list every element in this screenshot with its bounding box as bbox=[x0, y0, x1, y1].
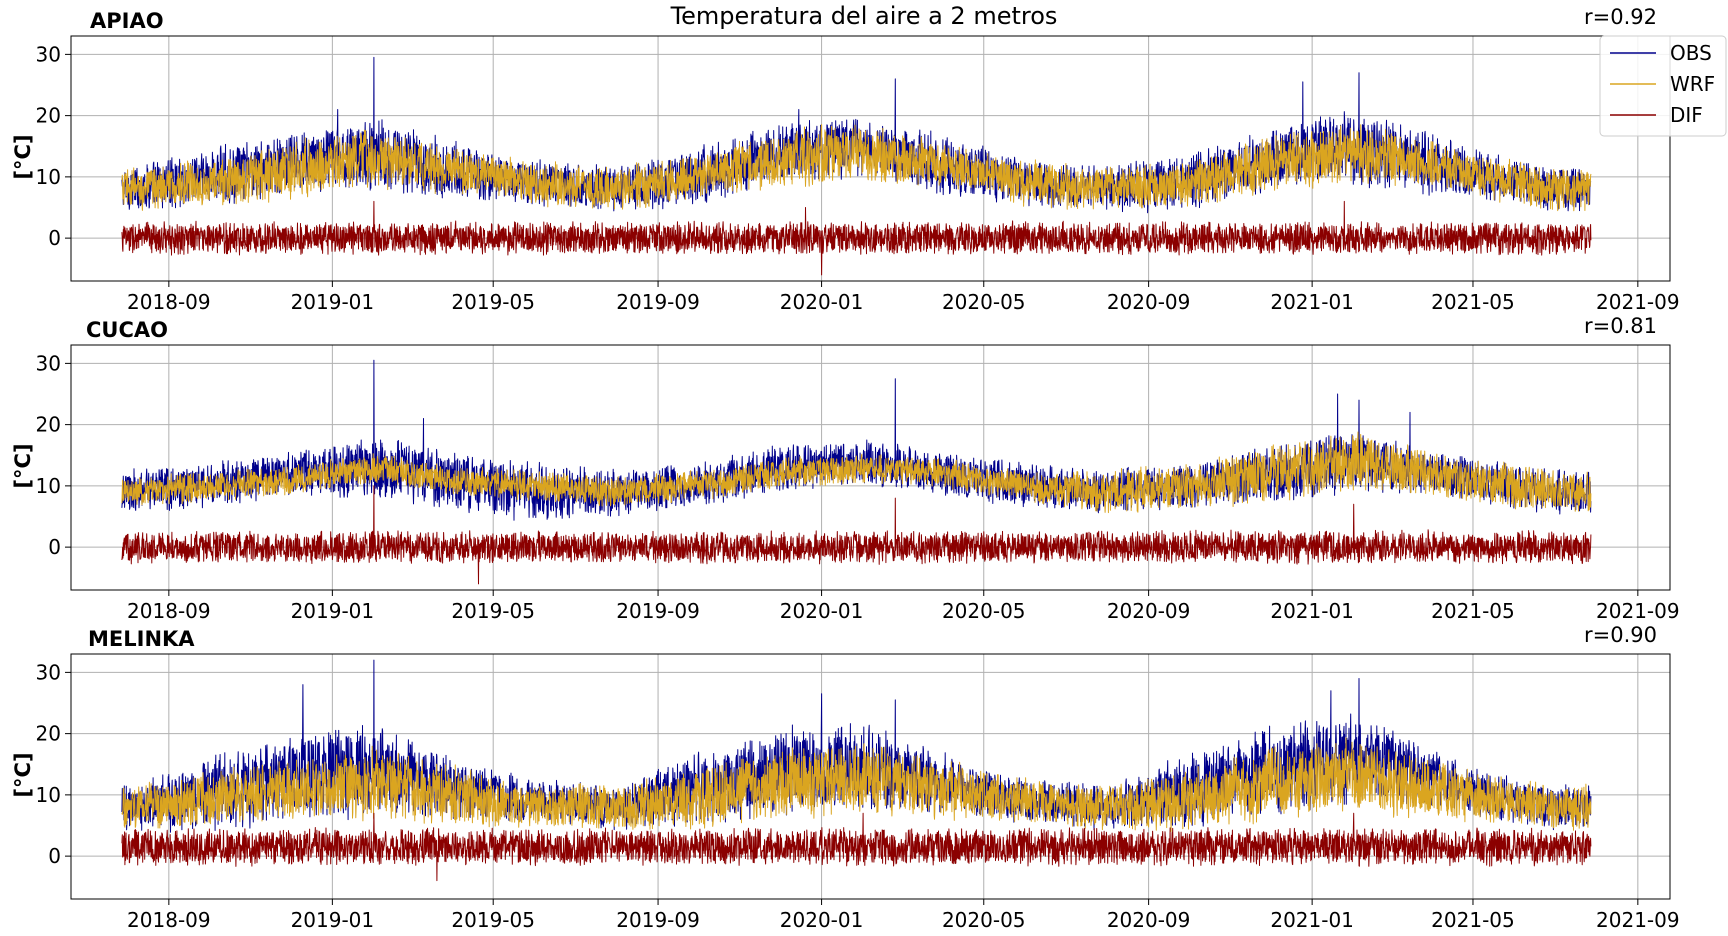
x-tick-label: 2019-09 bbox=[616, 290, 700, 314]
legend: OBS WRF DIF bbox=[1599, 35, 1727, 137]
series-line-melinka-wrf bbox=[121, 737, 1592, 832]
series-line-cucao-obs bbox=[121, 359, 1592, 521]
y-tick-label: 0 bbox=[48, 226, 61, 250]
x-tick-label: 2020-09 bbox=[1107, 599, 1191, 623]
panel-melinka: MELINKA r=0.90 [°C] 2018-09 2019-01 2019-0… bbox=[11, 623, 1680, 932]
x-tick-label: 2021-09 bbox=[1596, 290, 1680, 314]
series-line-apiao-wrf bbox=[121, 124, 1592, 212]
x-tick-label: 2020-01 bbox=[780, 599, 864, 623]
x-tick-label: 2020-09 bbox=[1107, 290, 1191, 314]
x-tick-label: 2019-01 bbox=[291, 290, 375, 314]
x-tick-label: 2020-01 bbox=[780, 908, 864, 932]
series-line-melinka-dif bbox=[121, 812, 1592, 882]
x-tick-label: 2018-09 bbox=[127, 908, 211, 932]
x-tick-label: 2019-05 bbox=[451, 908, 535, 932]
x-tick-label: 2019-01 bbox=[291, 599, 375, 623]
station-label-cucao: CUCAO bbox=[86, 318, 168, 342]
y-tick-label: 10 bbox=[36, 165, 61, 189]
x-tick-label: 2019-09 bbox=[616, 599, 700, 623]
station-label-melinka: MELINKA bbox=[88, 627, 195, 651]
series-line-cucao-dif bbox=[121, 485, 1592, 585]
y-tick-label: 20 bbox=[36, 413, 61, 437]
legend-label-dif: DIF bbox=[1670, 103, 1703, 127]
x-tick-label: 2021-01 bbox=[1270, 599, 1354, 623]
x-tick-label: 2020-01 bbox=[780, 290, 864, 314]
x-tick-label: 2020-05 bbox=[942, 599, 1026, 623]
x-tick-label: 2021-09 bbox=[1596, 599, 1680, 623]
x-tick-label: 2018-09 bbox=[127, 290, 211, 314]
y-axis-label-cucao: [°C] bbox=[11, 443, 35, 488]
x-tick-label: 2021-05 bbox=[1431, 290, 1515, 314]
correlation-label-melinka: r=0.90 bbox=[1584, 623, 1657, 647]
x-tick-label: 2021-09 bbox=[1596, 908, 1680, 932]
x-tick-label: 2018-09 bbox=[127, 599, 211, 623]
plot-frame-cucao bbox=[70, 344, 1671, 591]
y-tick-label: 0 bbox=[48, 535, 61, 559]
x-tick-label: 2021-01 bbox=[1270, 290, 1354, 314]
y-axis-label-apiao: [°C] bbox=[11, 134, 35, 179]
legend-label-wrf: WRF bbox=[1670, 72, 1715, 96]
x-tick-label: 2019-01 bbox=[291, 908, 375, 932]
y-tick-label: 30 bbox=[36, 351, 61, 375]
legend-label-obs: OBS bbox=[1670, 41, 1712, 65]
x-tick-label: 2019-09 bbox=[616, 908, 700, 932]
x-tick-label: 2020-05 bbox=[942, 908, 1026, 932]
y-tick-label: 30 bbox=[36, 660, 61, 684]
x-tick-label: 2019-05 bbox=[451, 290, 535, 314]
series-line-apiao-dif bbox=[121, 200, 1592, 276]
x-tick-label: 2021-05 bbox=[1431, 599, 1515, 623]
correlation-label-apiao: r=0.92 bbox=[1584, 5, 1657, 29]
y-tick-label: 30 bbox=[36, 42, 61, 66]
panel-apiao: APIAO r=0.92 [°C] 2018-09 2019-01 2019-05 2… bbox=[11, 5, 1680, 314]
y-tick-label: 20 bbox=[36, 722, 61, 746]
figure-title: Temperatura del aire a 2 metros bbox=[670, 2, 1058, 30]
x-tick-label: 2019-05 bbox=[451, 599, 535, 623]
x-tick-label: 2021-05 bbox=[1431, 908, 1515, 932]
correlation-label-cucao: r=0.81 bbox=[1584, 314, 1657, 338]
y-tick-label: 10 bbox=[36, 783, 61, 807]
y-tick-label: 0 bbox=[48, 844, 61, 868]
plot-frame-melinka bbox=[70, 653, 1671, 900]
plot-frame-apiao bbox=[70, 35, 1671, 282]
y-tick-label: 20 bbox=[36, 104, 61, 128]
station-label-apiao: APIAO bbox=[90, 9, 164, 33]
legend-box bbox=[1599, 35, 1727, 137]
panel-cucao: CUCAO r=0.81 [°C] 2018-09 2019-01 2019-05 2… bbox=[11, 314, 1680, 623]
series-line-cucao-wrf bbox=[121, 431, 1592, 514]
x-tick-label: 2020-05 bbox=[942, 290, 1026, 314]
x-tick-label: 2020-09 bbox=[1107, 908, 1191, 932]
x-tick-label: 2021-01 bbox=[1270, 908, 1354, 932]
y-axis-label-melinka: [°C] bbox=[11, 752, 35, 797]
y-tick-label: 10 bbox=[36, 474, 61, 498]
